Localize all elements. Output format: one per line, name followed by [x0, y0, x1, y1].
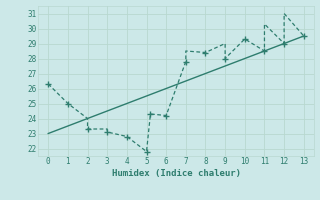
X-axis label: Humidex (Indice chaleur): Humidex (Indice chaleur) [111, 169, 241, 178]
